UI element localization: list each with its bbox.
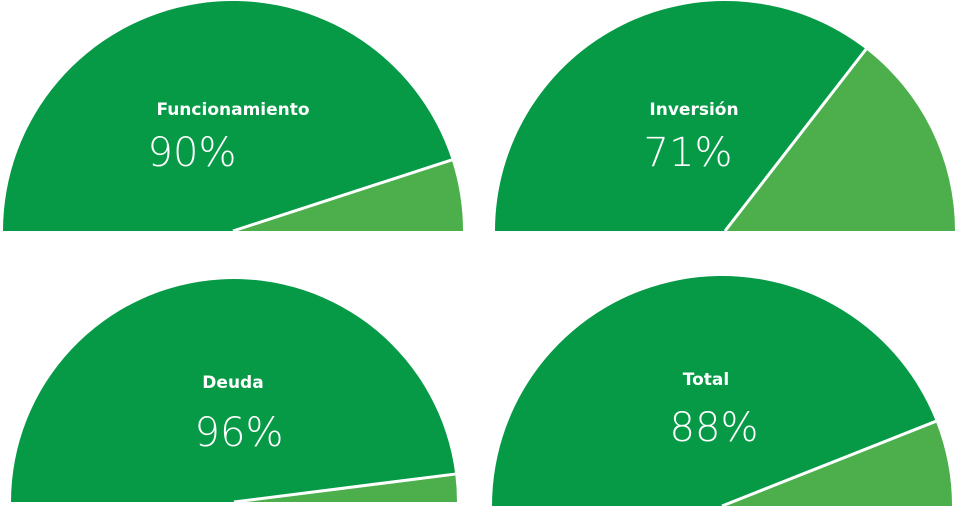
gauge-title: Inversión: [649, 100, 738, 120]
gauge-divider: [721, 419, 937, 506]
gauge-divider: [723, 48, 868, 232]
gauge-value-sector: [495, 0, 866, 231]
gauge-divider: [232, 158, 453, 233]
gauge: Inversión 71%: [495, 0, 955, 232]
gauge-value-sector: [492, 276, 936, 506]
gauge-value-label: 88%: [670, 405, 759, 451]
gauge-value-label: 96%: [195, 410, 284, 456]
gauge-title: Funcionamiento: [156, 100, 309, 120]
gauge-value-label: 71%: [644, 130, 733, 176]
gauge-value-label: 90%: [148, 130, 237, 176]
gauge-title: Total: [683, 370, 729, 390]
gauge-title: Deuda: [202, 373, 263, 393]
gauge-value-sector: [3, 1, 452, 231]
gauge: Funcionamiento 90%: [3, 1, 463, 233]
gauge: Deuda 96%: [11, 278, 457, 504]
gauge-divider: [233, 472, 456, 504]
gauge: Total 88%: [492, 276, 952, 506]
gauge-value-sector: [11, 278, 456, 502]
gauge-remainder-sector: [725, 49, 955, 232]
